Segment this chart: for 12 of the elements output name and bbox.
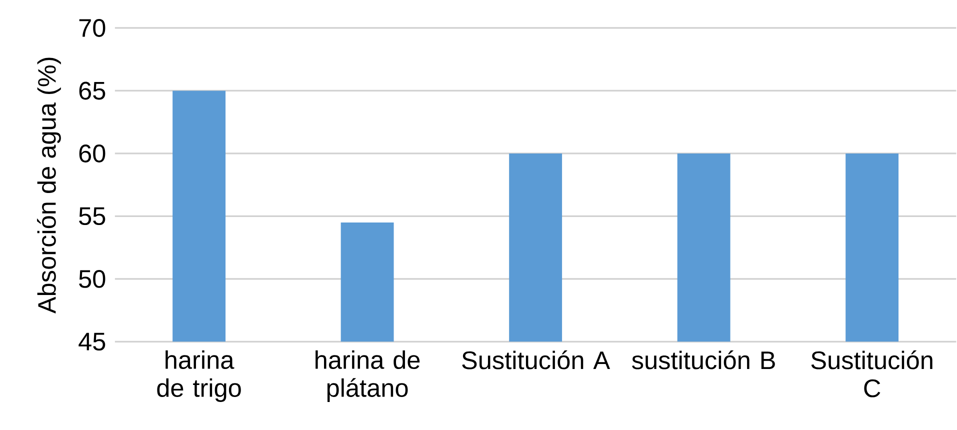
x-tick-label: harina de trigo: [157, 350, 241, 402]
x-tick-label: harina de plátano: [316, 350, 420, 402]
x-tick-label: Sustitución A: [462, 350, 610, 370]
x-tick-label: Sustitución C: [811, 350, 932, 398]
y-axis-title: Absorción de agua (%): [37, 58, 61, 314]
y-tick-label: 60: [79, 144, 106, 163]
y-tick-label: 70: [79, 19, 106, 38]
y-tick-label: 45: [78, 333, 106, 351]
y-tick-label: 55: [79, 208, 106, 226]
x-tick-label: sustitución B: [632, 350, 775, 370]
y-tick-label: 65: [79, 82, 106, 100]
y-tick-label: 50: [79, 270, 106, 288]
